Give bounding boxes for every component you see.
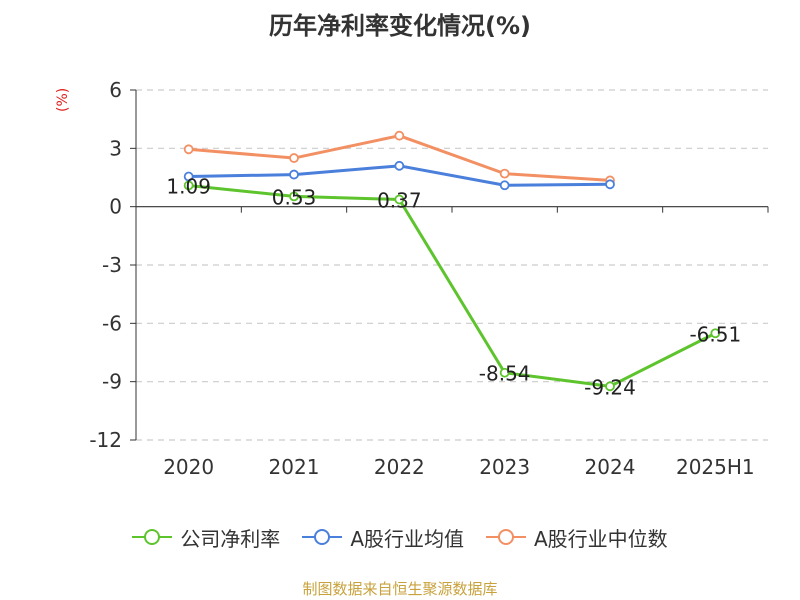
- data-point: [499, 180, 510, 191]
- data-label: -6.51: [689, 322, 741, 346]
- data-point: [183, 171, 194, 182]
- y-tick-label: 6: [109, 78, 122, 102]
- y-tick-label: -3: [102, 253, 122, 277]
- data-point: [289, 169, 299, 180]
- x-tick-label: 2023: [479, 455, 530, 479]
- data-point: [499, 168, 510, 179]
- series-line: [188, 183, 717, 388]
- legend-item-industry-mean[interactable]: A股行业均值: [302, 523, 464, 552]
- legend-line-icon: [486, 529, 526, 545]
- data-point: [394, 130, 405, 141]
- x-tick-label: 2022: [374, 455, 425, 479]
- data-point: [394, 160, 405, 171]
- y-tick-label: -9: [102, 370, 122, 394]
- data-point: [183, 144, 194, 155]
- legend-line-icon: [132, 529, 173, 545]
- data-point: [183, 180, 194, 191]
- data-point: [289, 153, 299, 163]
- data-point: [394, 194, 405, 205]
- y-tick-label: -12: [89, 428, 122, 452]
- data-source-note: 制图数据来自恒生聚源数据库: [302, 580, 498, 598]
- data-label: 0.37: [377, 188, 422, 212]
- legend-item-industry-median[interactable]: A股行业中位数: [486, 523, 668, 552]
- data-point: [710, 328, 721, 339]
- legend-line-icon: [302, 529, 343, 545]
- x-tick-label: 2021: [269, 455, 320, 479]
- data-label: -9.24: [584, 375, 636, 399]
- data-point: [605, 179, 615, 190]
- legend-item-company[interactable]: 公司净利率: [132, 523, 280, 552]
- data-point: [289, 191, 299, 202]
- x-tick-label: 2020: [163, 455, 214, 479]
- x-tick-label: 2025H1: [676, 455, 755, 479]
- data-label: -8.54: [479, 362, 531, 386]
- legend: 公司净利率 A股行业均值 A股行业中位数: [0, 520, 800, 554]
- series-line: [188, 134, 611, 182]
- data-point: [605, 381, 615, 392]
- data-label: 0.53: [272, 185, 317, 209]
- chart-title: 历年净利率变化情况(%): [269, 12, 531, 40]
- y-tick-label: 0: [109, 195, 122, 219]
- data-point: [499, 367, 510, 378]
- data-label: 1.09: [166, 174, 211, 198]
- legend-label: A股行业中位数: [534, 526, 668, 551]
- legend-label: 公司净利率: [180, 526, 281, 551]
- x-tick-label: 2024: [585, 455, 636, 479]
- legend-label: A股行业均值: [350, 526, 464, 551]
- y-tick-label: -6: [102, 311, 122, 335]
- y-tick-label: 3: [109, 136, 122, 160]
- line-chart: 6 3 0 -3 -6 -9 -12 2020 2021 2022 2023 2024 2025H1 1.…: [89, 78, 769, 479]
